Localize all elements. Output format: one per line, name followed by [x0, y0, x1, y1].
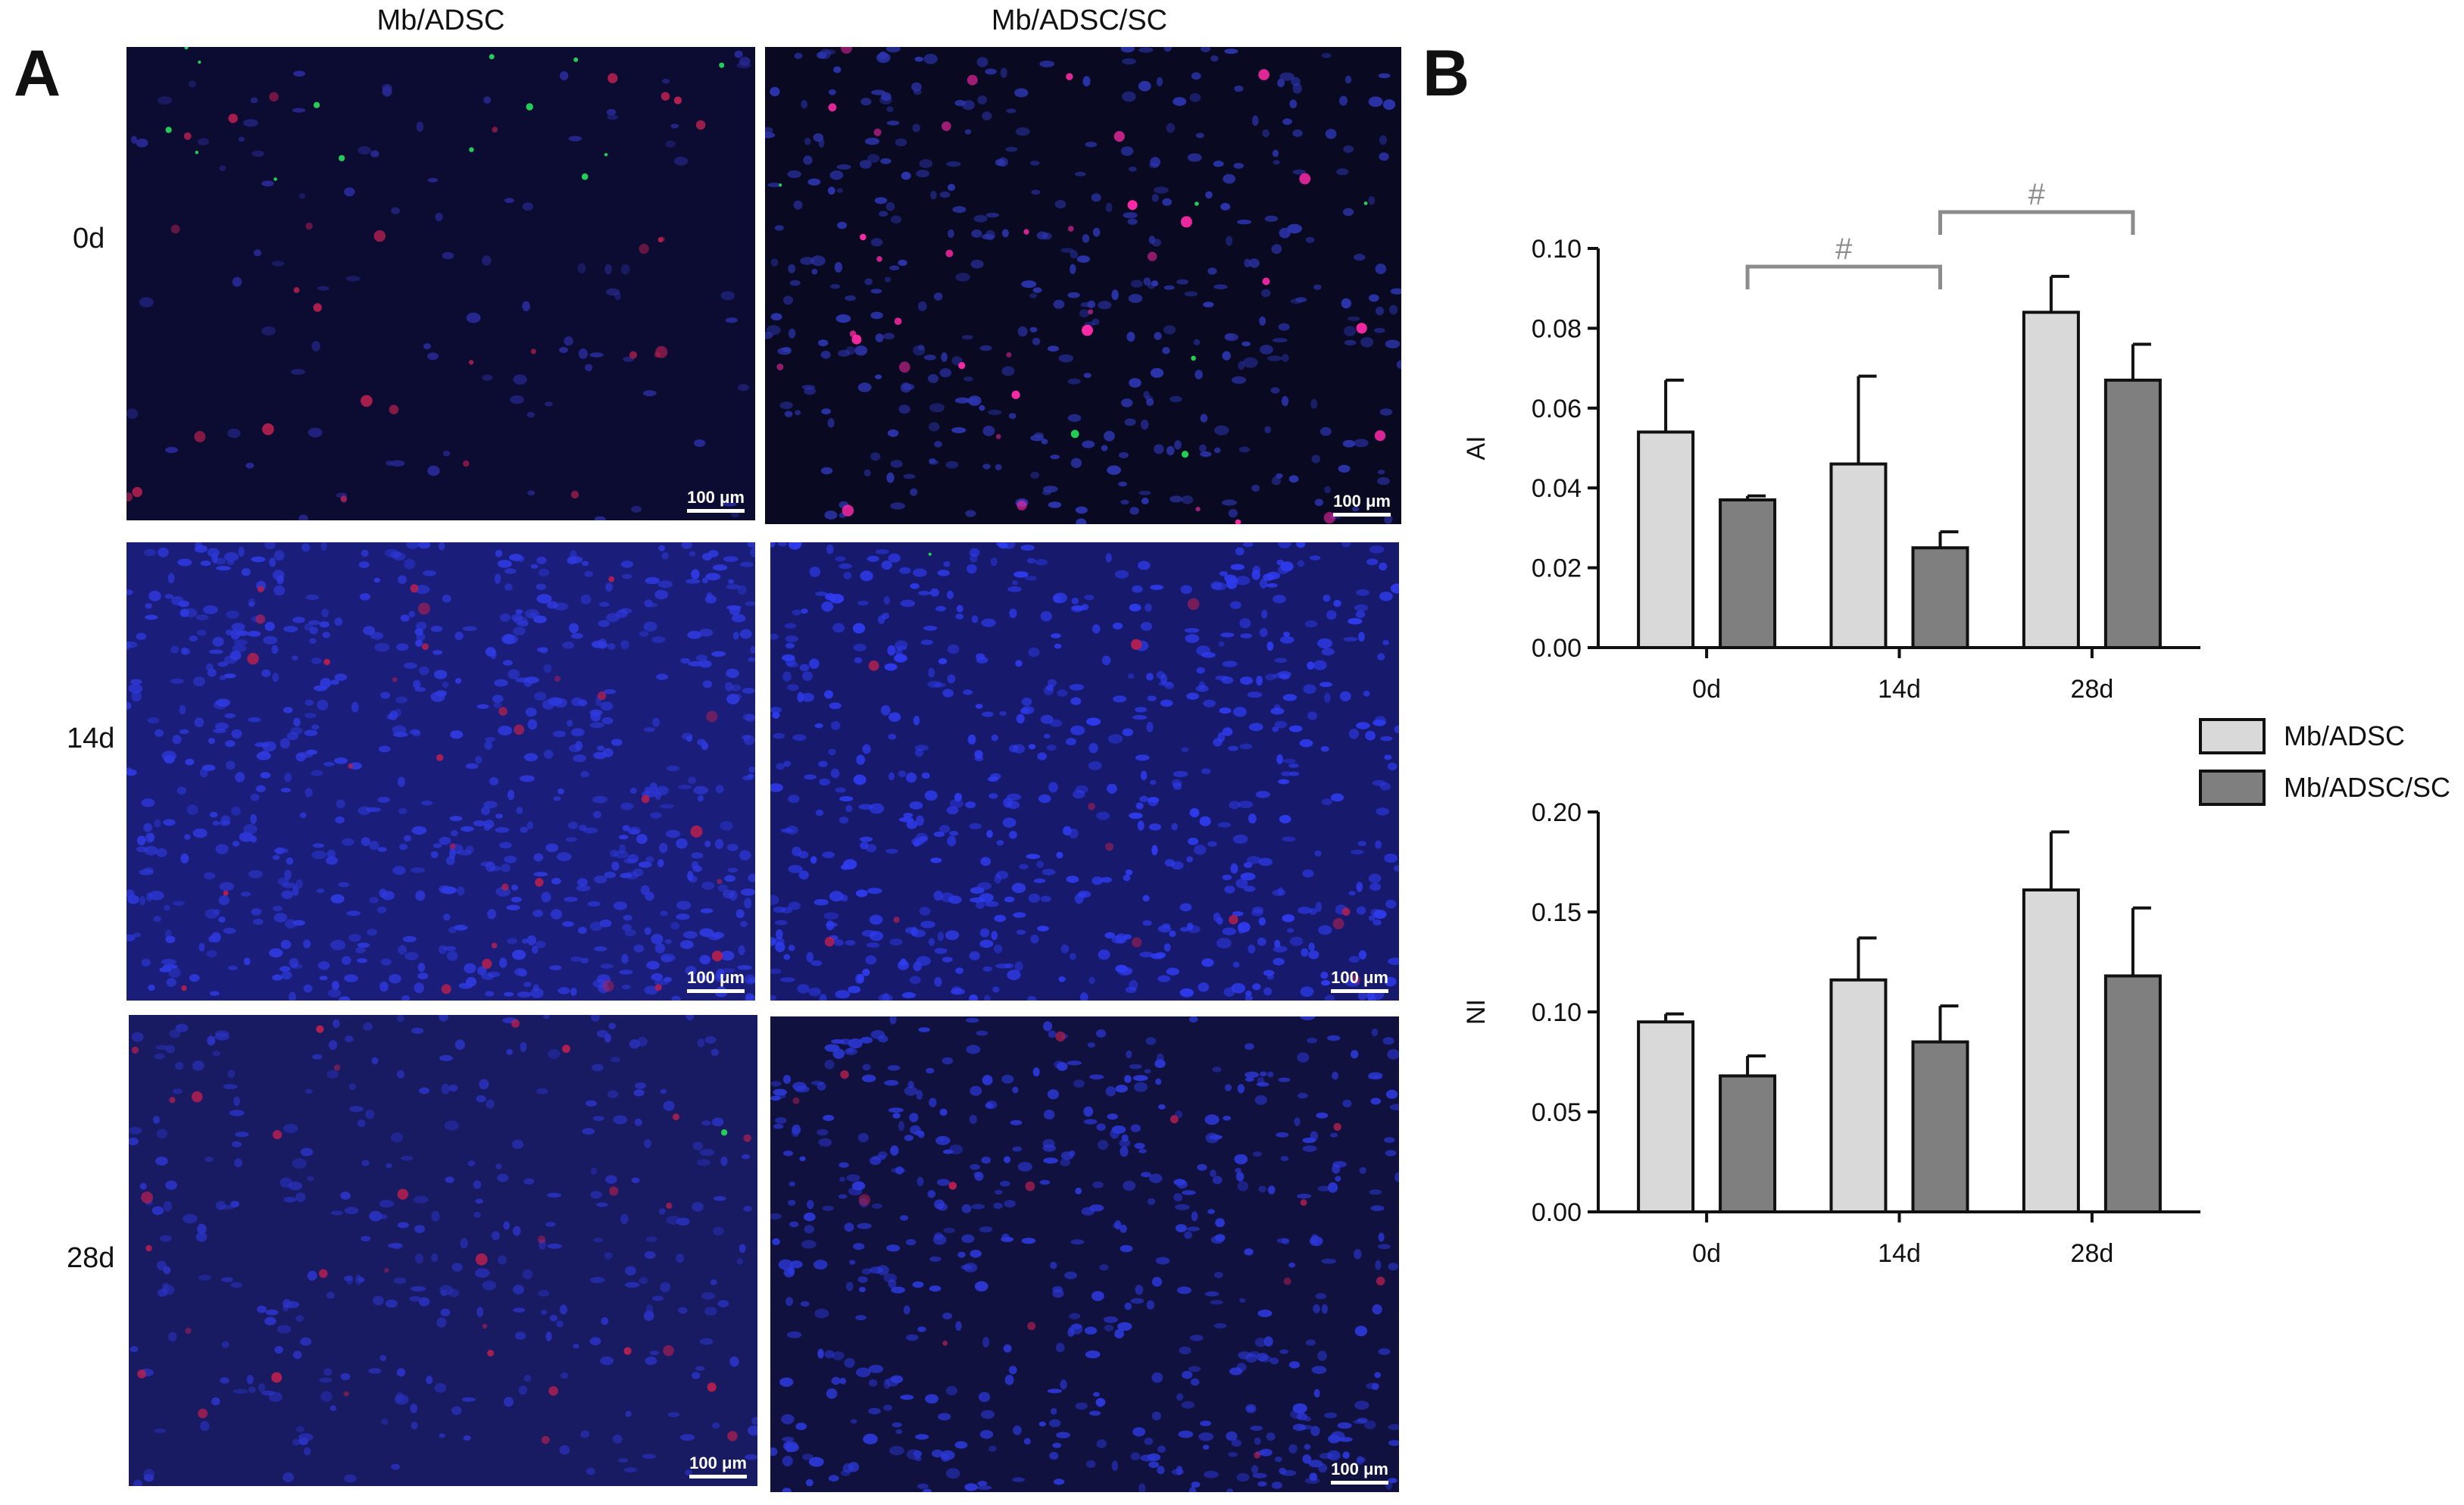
y-tick-label: 0.04: [1532, 474, 1582, 503]
scale-bar: 100 μm: [689, 1453, 747, 1478]
x-tick-label: 28d: [2071, 1239, 2114, 1268]
bar-mb-adsc-sc-28d: [2103, 378, 2162, 649]
bar-mb-adsc-sc-28d: [2103, 974, 2162, 1213]
bar-mb-adsc-14d: [1829, 462, 1888, 649]
bar-mb-adsc-sc-14d: [1911, 1040, 1969, 1213]
y-tick-label: 0.05: [1532, 1098, 1582, 1127]
bar-mb-adsc-sc-0d: [1719, 498, 1777, 650]
bar-mb-adsc-sc-0d: [1719, 1074, 1777, 1213]
panel-b-charts: 0.00 0.02 0.04 0.06 0.08 0.10 AI 0d 14d 28d # #0.00…: [1462, 178, 2450, 1268]
y-tick-label: 0.10: [1532, 235, 1582, 264]
scale-bar: 100 μm: [1331, 968, 1388, 993]
micrograph-texture: [126, 47, 751, 520]
scale-bar: 100 μm: [687, 488, 745, 513]
row-label-28d: 28d: [67, 1242, 115, 1274]
micrograph-texture: [765, 47, 1401, 524]
micrograph-0d-mb-adsc: 100 μm: [126, 47, 755, 520]
bar-mb-adsc-0d: [1637, 1020, 1695, 1213]
row-label-0d: 0d: [73, 223, 105, 254]
micrograph-texture: [126, 542, 755, 1001]
legend-label: Mb/ADSC/SC: [2284, 772, 2450, 803]
significance-bracket: [1745, 264, 1942, 289]
legend-swatch: [2199, 718, 2266, 754]
x-tick-label: 14d: [1878, 675, 1921, 704]
micrograph-texture: [770, 1016, 1399, 1492]
scale-bar: 100 μm: [687, 968, 745, 993]
bar-mb-adsc-sc-14d: [1911, 546, 1969, 649]
y-tick-label: 0.06: [1532, 395, 1582, 423]
micrograph-14d-mb-adsc-sc: 100 μm: [770, 542, 1399, 1001]
y-axis-label: NI: [1462, 999, 1491, 1025]
y-tick-label: 0.10: [1532, 998, 1582, 1027]
micrograph-texture: [129, 1015, 757, 1486]
scale-bar: 100 μm: [1331, 1460, 1388, 1485]
x-tick-label: 0d: [1692, 1239, 1721, 1268]
y-tick-label: 0.02: [1532, 554, 1582, 583]
panel-b-letter: B: [1422, 37, 1470, 110]
y-tick-label: 0.00: [1532, 1198, 1582, 1227]
micrograph-texture: [770, 542, 1399, 1001]
x-tick-label: 14d: [1878, 1239, 1921, 1268]
legend-label: Mb/ADSC: [2284, 720, 2405, 751]
significance-mark: #: [1835, 233, 1853, 266]
bar-mb-adsc-28d: [2022, 888, 2080, 1214]
y-tick-label: 0.08: [1532, 314, 1582, 343]
column-title-mb-adsc-sc: Mb/ADSC/SC: [991, 5, 1168, 36]
significance-mark: #: [2028, 178, 2046, 211]
micrograph-28d-mb-adsc: 100 μm: [129, 1015, 757, 1486]
micrograph-14d-mb-adsc: 100 μm: [126, 542, 755, 1001]
y-tick-label: 0.15: [1532, 898, 1582, 927]
panel-a-letter: A: [14, 37, 61, 110]
bar-mb-adsc-28d: [2022, 311, 2080, 649]
scale-bar: 100 μm: [1333, 492, 1391, 517]
y-tick-label: 0.20: [1532, 798, 1582, 827]
column-title-mb-adsc: Mb/ADSC: [376, 5, 505, 36]
significance-bracket: [1938, 210, 2135, 235]
y-axis-label: AI: [1462, 436, 1491, 460]
row-label-14d: 14d: [67, 723, 115, 754]
legend-swatch: [2199, 770, 2266, 806]
bar-mb-adsc-14d: [1829, 978, 1888, 1213]
y-tick-label: 0.00: [1532, 634, 1582, 663]
x-tick-label: 28d: [2071, 675, 2114, 704]
x-tick-label: 0d: [1692, 675, 1721, 704]
micrograph-0d-mb-adsc-sc: 100 μm: [765, 47, 1401, 524]
micrograph-28d-mb-adsc-sc: 100 μm: [770, 1016, 1399, 1492]
bar-mb-adsc-0d: [1637, 430, 1695, 649]
